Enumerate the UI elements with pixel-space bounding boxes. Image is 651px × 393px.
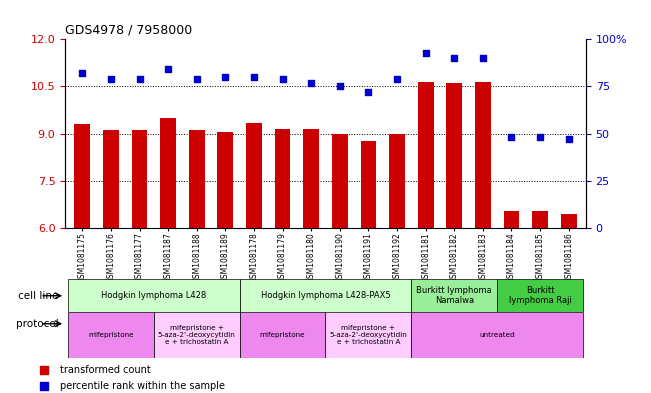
Bar (240, 312, 326, 358)
Bar (240, 279, 411, 312)
Point (249, 74, 259, 80)
Point (564, 136, 574, 142)
Bar (497, 279, 583, 312)
Text: untreated: untreated (479, 332, 515, 338)
Point (535, 134, 546, 141)
Bar (418, 82, 434, 228)
Point (134, 76, 145, 82)
Text: protocol: protocol (16, 319, 59, 329)
Text: mifepristone: mifepristone (260, 332, 305, 338)
Text: Burkitt
lymphoma Raji: Burkitt lymphoma Raji (508, 286, 572, 305)
Text: GDS4978 / 7958000: GDS4978 / 7958000 (65, 24, 192, 37)
Point (478, 55, 488, 61)
Bar (68, 279, 240, 312)
Point (105, 76, 116, 82)
Bar (74, 124, 90, 228)
Bar (154, 312, 240, 358)
Text: Hodgkin lymphoma L428-PAX5: Hodgkin lymphoma L428-PAX5 (260, 291, 391, 300)
Bar (160, 118, 176, 228)
Bar (217, 132, 233, 228)
Bar (275, 129, 290, 228)
Point (306, 79, 316, 86)
Text: mifepristone +
5-aza-2'-deoxycytidin
e + trichostatin A: mifepristone + 5-aza-2'-deoxycytidin e +… (329, 325, 408, 345)
Point (449, 55, 460, 61)
Point (163, 66, 173, 73)
Point (363, 89, 374, 95)
Point (392, 76, 402, 82)
Text: mifepristone: mifepristone (88, 332, 133, 338)
Point (277, 76, 288, 82)
Text: Hodgkin lymphoma L428: Hodgkin lymphoma L428 (101, 291, 206, 300)
Bar (447, 83, 462, 228)
Bar (303, 129, 319, 228)
Text: transformed count: transformed count (61, 365, 151, 375)
Text: cell line: cell line (18, 291, 59, 301)
Bar (68, 312, 154, 358)
Bar (411, 279, 497, 312)
Bar (561, 214, 577, 228)
Text: mifepristone +
5-aza-2'-deoxycytidin
e + trichostatin A: mifepristone + 5-aza-2'-deoxycytidin e +… (158, 325, 236, 345)
Bar (189, 130, 204, 228)
Bar (411, 312, 583, 358)
Point (191, 76, 202, 82)
Bar (389, 134, 405, 228)
Bar (246, 123, 262, 228)
Bar (533, 211, 548, 228)
Point (77, 70, 87, 76)
Point (506, 134, 517, 141)
Bar (361, 141, 376, 228)
Text: Burkitt lymphoma
Namalwa: Burkitt lymphoma Namalwa (417, 286, 492, 305)
Text: percentile rank within the sample: percentile rank within the sample (61, 381, 225, 391)
Bar (504, 211, 519, 228)
Point (421, 50, 431, 56)
Bar (475, 82, 491, 228)
Bar (132, 130, 147, 228)
Bar (332, 134, 348, 228)
Bar (103, 130, 118, 228)
Point (220, 74, 230, 80)
Point (335, 83, 345, 90)
Bar (326, 312, 411, 358)
